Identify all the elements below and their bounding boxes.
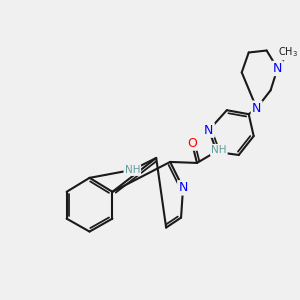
- Text: CH$_3$: CH$_3$: [278, 46, 298, 59]
- Text: N: N: [204, 124, 214, 136]
- Text: NH: NH: [211, 145, 226, 155]
- Text: NH: NH: [124, 165, 140, 175]
- Text: N: N: [273, 62, 282, 75]
- Text: N: N: [252, 102, 261, 115]
- Text: N: N: [178, 181, 188, 194]
- Text: O: O: [187, 136, 197, 149]
